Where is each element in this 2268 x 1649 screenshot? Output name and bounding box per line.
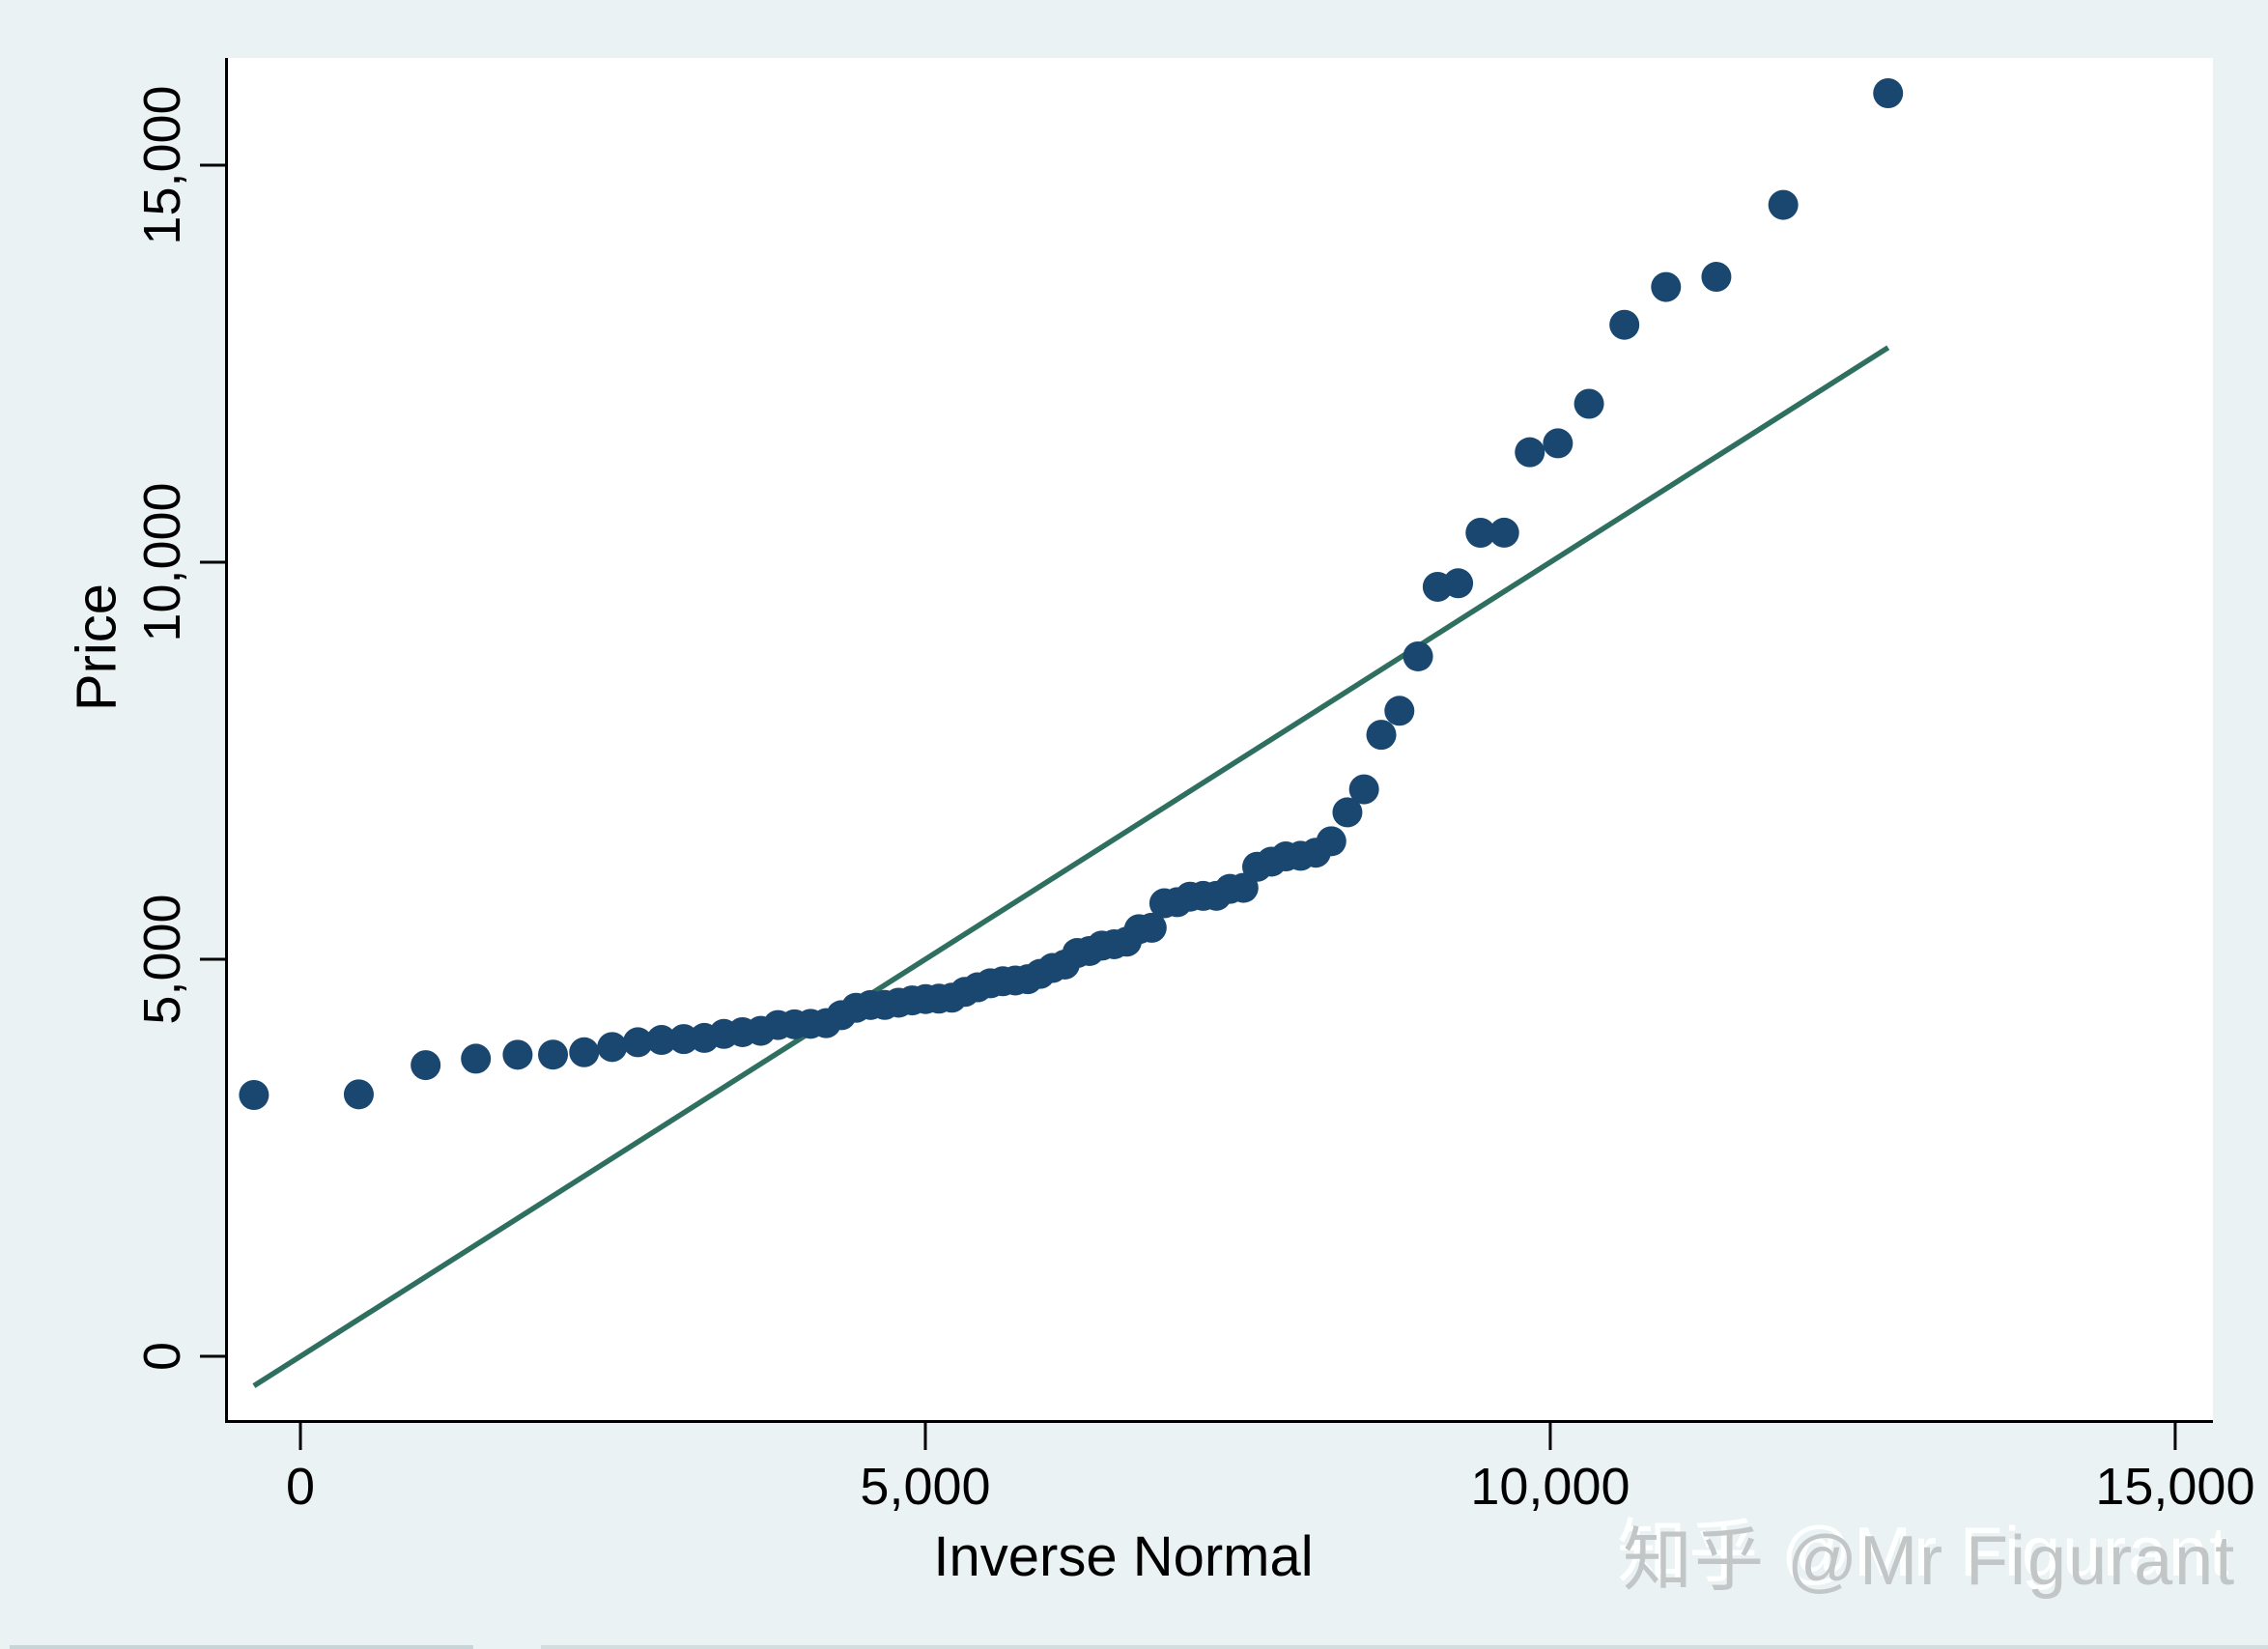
y-tick-label: 0 <box>133 1341 191 1372</box>
x-tick-label: 15,000 <box>2095 1458 2255 1516</box>
y-tick-label: 10,000 <box>133 482 191 642</box>
bottom-edge-artifact <box>541 1645 2268 1649</box>
x-axis-title: Inverse Normal <box>933 1525 1314 1588</box>
x-tick-label: 5,000 <box>860 1458 991 1516</box>
watermark: 知乎 @Mr Figurant <box>1623 1522 2237 1600</box>
x-tick-label: 0 <box>285 1458 316 1516</box>
x-tick-label: 10,000 <box>1470 1458 1630 1516</box>
y-tick-label: 15,000 <box>133 85 191 245</box>
plot-area <box>225 58 2213 1423</box>
y-tick-label: 5,000 <box>133 894 191 1025</box>
y-axis-title: Price <box>65 583 128 712</box>
bottom-edge-artifact <box>10 1645 473 1649</box>
